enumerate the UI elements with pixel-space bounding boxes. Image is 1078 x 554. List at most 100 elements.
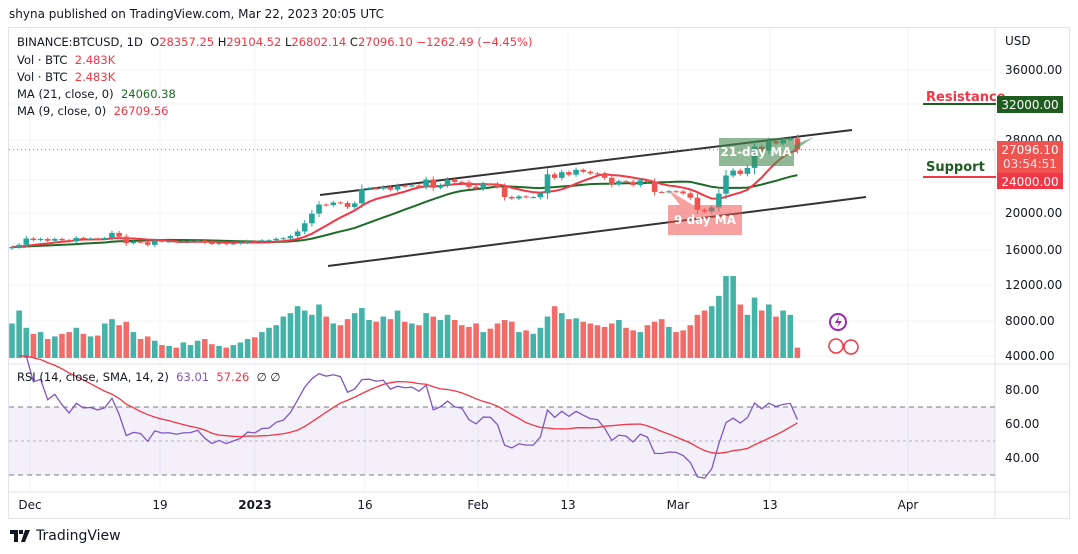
volume-bar (601, 326, 608, 358)
volume-bar (744, 314, 751, 358)
volume-bar (594, 325, 601, 358)
ma21-legend[interactable]: MA (21, close, 0) 24060.38 (17, 87, 176, 101)
vol-label: Vol · BTC (17, 53, 68, 67)
lower-trendline (327, 196, 867, 267)
volume-bar (466, 326, 472, 358)
candle (359, 189, 365, 204)
low-label: L (284, 35, 292, 49)
low-value: 26802.14 (291, 35, 347, 49)
candle (280, 238, 287, 240)
volume-bar (487, 328, 494, 358)
rsi-tick-label: 80.00 (1005, 383, 1039, 397)
time-tick-label: Dec (18, 498, 41, 512)
volume-bar (351, 313, 358, 358)
volume-bar (473, 323, 479, 358)
countdown: 03:54:51 (1003, 157, 1057, 171)
tradingview-logo-icon (10, 530, 30, 542)
rsi-legend[interactable]: RSI (14, close, SMA, 14, 2) 63.01 57.26 … (17, 370, 280, 384)
volume-bar (87, 336, 94, 358)
candle (337, 202, 344, 204)
candle (658, 191, 665, 193)
high-value: 29104.52 (226, 35, 282, 49)
volume-bar (459, 325, 465, 358)
candle (594, 173, 601, 175)
volume-bar (587, 323, 594, 358)
volume-bar (544, 316, 551, 358)
volume-bar (109, 319, 115, 358)
volume-bar (130, 332, 137, 358)
candle (323, 204, 329, 206)
candle (644, 180, 651, 182)
candle (423, 179, 429, 187)
volume-bar (66, 332, 72, 358)
chart-frame[interactable] (8, 27, 1070, 519)
close-value: 27096.10 (357, 35, 413, 49)
volume-bar (309, 314, 315, 358)
candle (251, 241, 258, 243)
ma9-value: 26709.56 (113, 104, 169, 118)
candle (451, 179, 458, 182)
candle (473, 186, 479, 189)
candle (573, 169, 579, 175)
volume-bar (344, 319, 351, 358)
volume-bar (251, 337, 258, 358)
volume-bar (751, 297, 758, 358)
volume-bar (244, 339, 251, 358)
candle (230, 243, 237, 245)
candle (516, 196, 522, 199)
candle (680, 191, 686, 194)
rsi-sma-line (19, 355, 798, 454)
candle (344, 202, 351, 207)
volume-bar (580, 321, 586, 358)
ma9-line (11, 149, 798, 249)
volume-bar (773, 316, 779, 358)
volume-bar (373, 321, 379, 358)
candle (273, 238, 279, 241)
volume-bar (294, 306, 301, 358)
candle (651, 181, 658, 192)
candle (173, 241, 180, 243)
volume-bar (787, 314, 794, 358)
candle (687, 193, 694, 198)
candle (30, 238, 37, 241)
candle (409, 185, 415, 187)
ma9-legend[interactable]: MA (9, close, 0) 26709.56 (17, 104, 168, 118)
candle (116, 232, 122, 237)
vol-value: 2.483K (74, 53, 116, 67)
volume-bar (116, 325, 122, 358)
tradingview-logo[interactable]: TradingView (10, 528, 121, 544)
candle (494, 184, 501, 187)
candle (380, 186, 387, 189)
volume-bar (616, 320, 622, 358)
candle (394, 185, 401, 190)
currency-label: USD (1005, 34, 1031, 48)
volume-legend-1[interactable]: Vol · BTC 2.483K (17, 53, 115, 67)
volume-bar (144, 336, 151, 358)
volume-bar (437, 320, 444, 358)
logo-text: TradingView (36, 528, 121, 544)
ma21-label: MA (21, close, 0) (17, 87, 114, 101)
last-price: 27096.10 (1001, 143, 1058, 157)
candle (487, 183, 494, 185)
change-value: −1262.49 (−4.45%) (416, 35, 533, 49)
volume-legend-2[interactable]: Vol · BTC 2.483K (17, 70, 115, 84)
price-tick-label: 12000.00 (1005, 278, 1062, 292)
volume-bar (187, 345, 194, 358)
time-tick-label: 19 (152, 498, 167, 512)
candle (466, 182, 472, 187)
candle (209, 242, 215, 244)
time-tick-label: 2023 (238, 498, 271, 512)
volume-bar (223, 347, 229, 358)
volume-bar (59, 333, 65, 358)
volume-bar (566, 319, 572, 358)
volume-bar (530, 333, 537, 358)
volume-bar (573, 318, 579, 358)
candle (159, 240, 165, 242)
us-flag-event-icon (828, 338, 844, 354)
candle (294, 231, 301, 237)
volume-bar (737, 304, 744, 358)
volume-bar (523, 330, 529, 358)
candle (237, 242, 244, 244)
rsi-line (19, 355, 798, 479)
